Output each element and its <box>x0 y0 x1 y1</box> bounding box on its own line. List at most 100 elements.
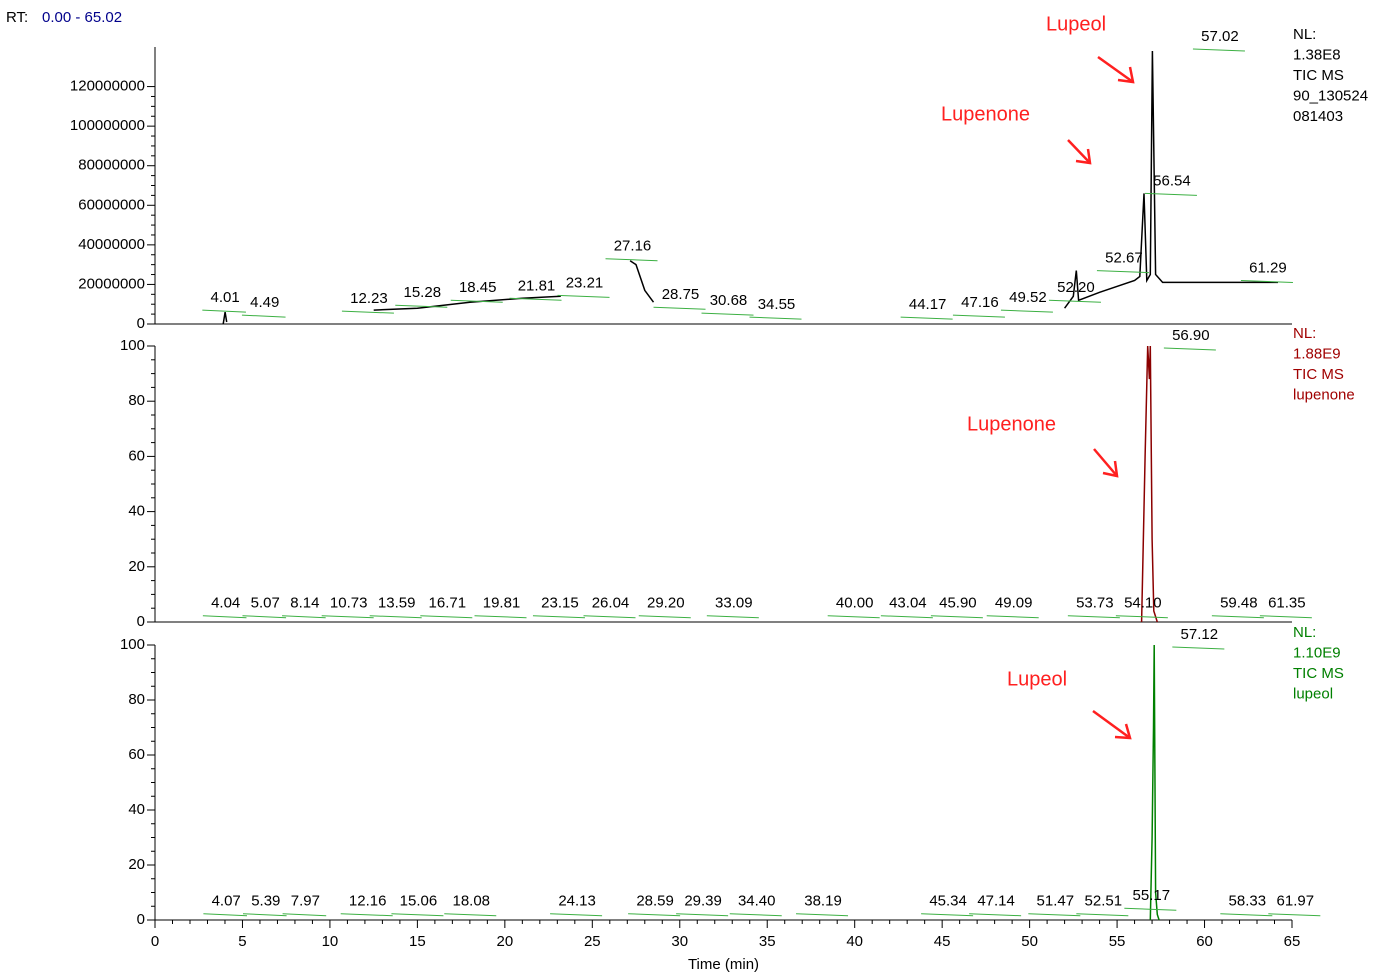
integration-line <box>202 615 247 619</box>
integration-line <box>900 316 953 320</box>
note: NL: <box>1293 325 1316 342</box>
note: 90_130524 <box>1293 87 1368 104</box>
integration-line <box>628 913 681 917</box>
peak-label: 61.35 <box>1268 595 1306 612</box>
peak-label: 55.17 <box>1133 887 1171 904</box>
peak-label: 15.28 <box>404 284 442 301</box>
peak-label: 57.02 <box>1201 28 1239 45</box>
integration-line <box>749 316 802 320</box>
x-tick-label: 40 <box>846 933 863 950</box>
peak-label: 12.16 <box>349 893 387 910</box>
peak-label: 49.09 <box>995 595 1033 612</box>
integration-line <box>509 297 562 301</box>
integration-line <box>706 615 759 619</box>
x-axis-label: Time (min) <box>688 956 759 972</box>
peak-label: 51.47 <box>1037 893 1075 910</box>
peak-label: 23.21 <box>566 274 604 291</box>
note: 1.10E9 <box>1293 644 1341 661</box>
y-tick-label: 20 <box>128 558 145 575</box>
note: 081403 <box>1293 108 1343 125</box>
integration-line <box>321 615 374 619</box>
note: 1.88E9 <box>1293 345 1341 362</box>
x-tick-label: 25 <box>584 933 601 950</box>
integration-line <box>638 615 691 619</box>
x-tick-label: 20 <box>497 933 514 950</box>
integration-line <box>583 615 636 619</box>
peak-label: 30.68 <box>710 292 748 309</box>
integration-line <box>796 913 849 917</box>
y-tick-label: 0 <box>137 911 145 928</box>
note: TIC MS <box>1293 366 1344 383</box>
x-tick-label: 60 <box>1196 933 1213 950</box>
peak-label: 44.17 <box>909 296 947 313</box>
peak-label: 5.07 <box>251 595 280 612</box>
rt-range: 0.00 - 65.02 <box>42 9 122 26</box>
trace <box>1149 644 1160 921</box>
trace <box>1140 345 1159 623</box>
integration-line <box>340 913 393 917</box>
integration-line <box>1000 309 1053 313</box>
integration-line <box>921 913 974 917</box>
y-tick-label: 60 <box>128 447 145 464</box>
peak-label: 53.73 <box>1076 595 1114 612</box>
x-tick-label: 35 <box>759 933 776 950</box>
note: TIC MS <box>1293 67 1344 84</box>
x-tick-label: 45 <box>934 933 951 950</box>
peak-label: 28.59 <box>636 893 674 910</box>
note: 1.38E8 <box>1293 46 1341 63</box>
integration-line <box>1268 913 1321 917</box>
integration-line <box>341 310 394 314</box>
y-tick-label: 60000000 <box>78 196 145 213</box>
peak-label: 27.16 <box>614 238 652 255</box>
x-tick-label: 55 <box>1109 933 1126 950</box>
integration-line <box>241 314 286 318</box>
note: TIC MS <box>1293 665 1344 682</box>
integration-line <box>605 258 658 262</box>
peak-label: 13.59 <box>378 595 416 612</box>
integration-line <box>242 615 287 619</box>
integration-line <box>986 615 1039 619</box>
peak-label: 33.09 <box>715 595 753 612</box>
integration-line <box>969 913 1022 917</box>
integration-line <box>1163 347 1216 351</box>
peak-label: 4.04 <box>211 595 240 612</box>
arrow <box>1093 448 1119 478</box>
integration-line <box>880 615 933 619</box>
integration-line <box>391 913 444 917</box>
integration-line <box>202 309 246 313</box>
integration-line <box>1240 279 1293 283</box>
peak-label: 12.23 <box>350 290 388 307</box>
y-tick-label: 0 <box>137 613 145 630</box>
x-tick-label: 10 <box>322 933 339 950</box>
peak-label: 59.48 <box>1220 595 1258 612</box>
y-tick-label: 80 <box>128 691 145 708</box>
integration-line <box>827 615 880 619</box>
integration-line <box>729 913 782 917</box>
integration-line <box>242 913 287 917</box>
peak-label: 15.06 <box>400 893 438 910</box>
peak-label: 4.07 <box>212 893 241 910</box>
integration-line <box>701 312 754 316</box>
peak-label: 58.33 <box>1229 893 1267 910</box>
peak-label: 47.14 <box>977 893 1015 910</box>
integration-line <box>1172 646 1225 650</box>
peak-label: 57.12 <box>1181 626 1219 643</box>
integration-line <box>532 615 585 619</box>
peak-label: 4.01 <box>211 289 240 306</box>
annotation: Lupenone <box>967 413 1056 435</box>
integration-line <box>1144 192 1197 196</box>
peak-label: 4.49 <box>250 294 279 311</box>
peak-label: 18.08 <box>452 893 490 910</box>
integration-line <box>653 306 706 310</box>
y-tick-label: 40 <box>128 801 145 818</box>
peak-label: 56.90 <box>1172 327 1210 344</box>
peak-label: 19.81 <box>483 595 521 612</box>
peak-label: 21.81 <box>518 277 556 294</box>
peak-label: 54.10 <box>1124 595 1162 612</box>
integration-line <box>450 299 503 303</box>
integration-line <box>1096 270 1149 274</box>
x-tick-label: 65 <box>1284 933 1301 950</box>
peak-label: 47.16 <box>961 294 999 311</box>
x-tick-label: 30 <box>671 933 688 950</box>
integration-line <box>1259 615 1312 619</box>
